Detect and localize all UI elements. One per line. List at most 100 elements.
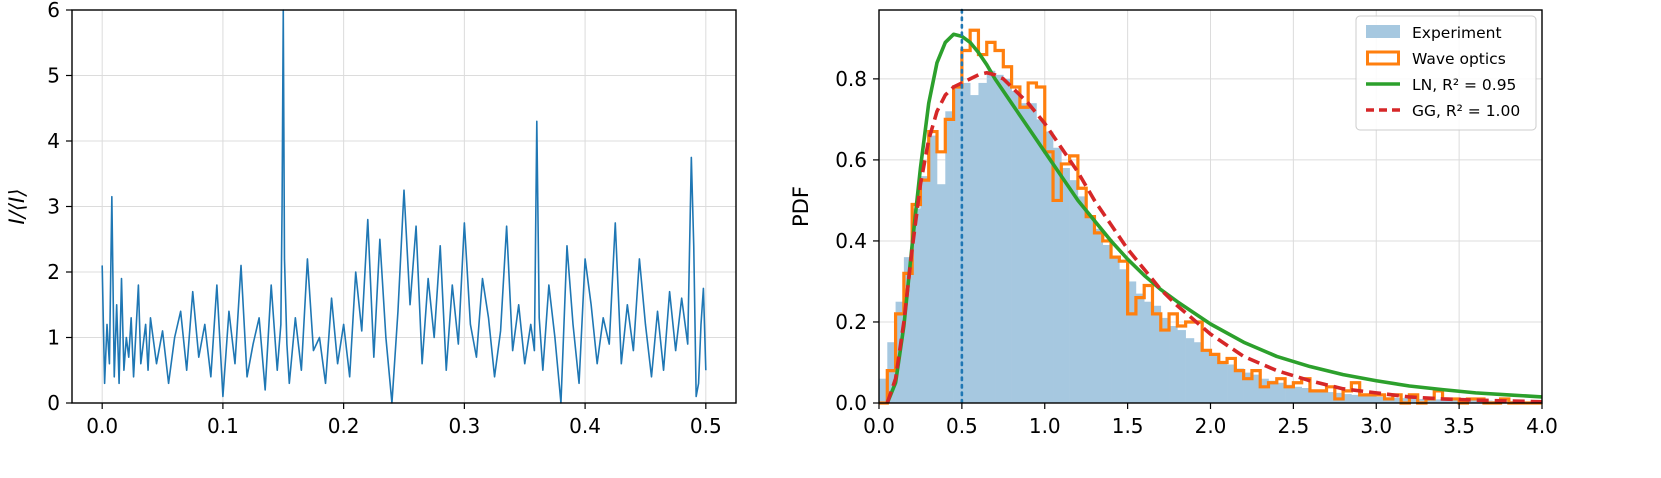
experiment-histogram-bar: [1309, 389, 1319, 403]
legend-label: LN, R² = 0.95: [1412, 76, 1516, 94]
left-y-tick-label: 1: [47, 326, 60, 350]
right-x-tick-label: 2.0: [1195, 414, 1227, 438]
experiment-histogram-bar: [1019, 103, 1029, 403]
experiment-histogram-bar: [1003, 78, 1012, 404]
legend-label: Wave optics: [1412, 50, 1506, 68]
right-x-tick-label: 0.0: [863, 414, 895, 438]
experiment-histogram-bar: [1185, 338, 1195, 403]
experiment-histogram-bar: [1202, 350, 1211, 403]
right-x-tick-label: 0.5: [946, 414, 978, 438]
experiment-histogram-bar: [961, 82, 971, 404]
experiment-histogram-bar: [1235, 368, 1244, 403]
experiment-histogram-bar: [1036, 119, 1046, 403]
experiment-histogram-bar: [978, 82, 988, 404]
experiment-histogram-bar: [1077, 196, 1087, 403]
left-y-tick-label: 0: [47, 391, 60, 415]
intensity-series-line: [101, 9, 707, 404]
experiment-histogram-bar: [995, 74, 1004, 404]
legend: Experiment Wave optics LN, R² = 0.95 GG, R²…: [1355, 15, 1537, 131]
right-y-tick-label: 0.6: [835, 148, 867, 172]
left-y-tick-label: 3: [47, 195, 60, 219]
experiment-histogram-bar: [970, 95, 979, 404]
experiment-histogram-bar: [953, 86, 963, 404]
experiment-histogram-bar: [1293, 386, 1302, 403]
experiment-histogram-bar: [1227, 364, 1236, 403]
experiment-histogram-bar: [1285, 384, 1294, 403]
left-x-tick-label: 0.2: [328, 414, 360, 438]
experiment-histogram-bar: [1359, 395, 1369, 403]
experiment-histogram-bar: [1086, 216, 1095, 403]
experiment-histogram-bar: [1318, 390, 1327, 403]
gg-fit-curve: [885, 71, 1543, 404]
experiment-histogram-bar: [1442, 399, 1452, 403]
experiment-histogram-bar: [1218, 362, 1228, 403]
right-y-tick-label: 0.0: [835, 391, 867, 415]
legend-label: Experiment: [1412, 24, 1502, 42]
time-series-panel: 0.0 0.1 0.2 0.3 0.4 0.5 0 1 2 3 4 5 6 I/⟨I⟩: [5, 0, 737, 438]
legend-wave-optics-swatch: [1366, 50, 1400, 66]
right-x-tick-label: 1.0: [1029, 414, 1061, 438]
wave-optics-step-line: [879, 28, 1542, 405]
right-x-tick-label: 3.0: [1360, 414, 1392, 438]
experiment-histogram-bar: [1243, 372, 1253, 403]
experiment-histogram-bar: [1467, 400, 1476, 403]
experiment-histogram-bar: [1276, 382, 1286, 403]
experiment-histogram-bar: [1401, 398, 1410, 403]
experiment-histogram-bar: [1135, 293, 1145, 403]
experiment-histogram-bar: [945, 111, 954, 403]
experiment-histogram-bar: [928, 135, 938, 403]
right-ticks: 0.0 0.5 1.0 1.5 2.0 2.5 3.0 3.5 4.0 0.0 0.2 0.4 0.6 0…: [835, 67, 1558, 438]
experiment-histogram-bar: [1028, 103, 1037, 403]
experiment-histogram-bar: [1061, 168, 1070, 403]
right-y-axis-label: PDF: [789, 186, 813, 227]
right-y-tick-label: 0.2: [835, 310, 867, 334]
experiment-histogram-bar: [1094, 228, 1104, 403]
experiment-histogram-bar: [903, 257, 913, 403]
experiment-histogram-bar: [1450, 399, 1460, 403]
right-x-tick-label: 3.5: [1443, 414, 1475, 438]
experiment-histogram-bar: [1268, 380, 1278, 403]
left-y-tick-label: 6: [47, 0, 60, 22]
legend-experiment-swatch: [1366, 25, 1400, 38]
left-y-tick-label: 2: [47, 260, 60, 284]
right-x-tick-label: 4.0: [1526, 414, 1558, 438]
legend-label: GG, R² = 1.00: [1412, 102, 1520, 120]
experiment-histogram-bar: [1367, 396, 1377, 403]
experiment-histogram-bar: [937, 184, 946, 403]
left-y-tick-label: 4: [47, 129, 60, 153]
experiment-histogram-bar: [912, 208, 921, 403]
experiment-histogram-bar: [920, 176, 930, 403]
experiment-histogram-bar: [1177, 330, 1186, 403]
experiment-histogram-bar: [1351, 394, 1360, 403]
experiment-histogram-bar: [1011, 91, 1021, 403]
experiment-histogram-bar: [1127, 281, 1137, 403]
legend-box: [1355, 15, 1537, 131]
experiment-histogram-bar: [1044, 131, 1054, 403]
right-x-tick-label: 2.5: [1277, 414, 1309, 438]
experiment-histogram-bar: [1144, 301, 1153, 403]
experiment-histogram-bar: [1152, 305, 1162, 403]
experiment-histogram-bar: [1169, 326, 1178, 403]
left-x-tick-label: 0.5: [690, 414, 722, 438]
experiment-histogram-bar: [1102, 244, 1112, 403]
left-y-tick-label: 5: [47, 64, 60, 88]
right-x-tick-label: 1.5: [1112, 414, 1144, 438]
experiment-histogram-bar: [1417, 398, 1427, 403]
experiment-histogram-bar: [879, 378, 888, 403]
experiment-histogram-bar: [1260, 378, 1269, 403]
right-y-tick-label: 0.4: [835, 229, 867, 253]
experiment-histogram-bar: [1326, 392, 1336, 403]
experiment-histogram-bar: [1425, 399, 1435, 403]
left-ticks: 0.0 0.1 0.2 0.3 0.4 0.5 0 1 2 3 4 5 6: [47, 0, 721, 438]
experiment-histogram-bar: [1069, 180, 1079, 403]
experiment-histogram-bar: [887, 342, 896, 403]
experiment-histogram-bar: [1251, 374, 1261, 403]
left-x-tick-label: 0.3: [448, 414, 480, 438]
left-x-tick-label: 0.1: [207, 414, 239, 438]
experiment-histogram-bar: [1434, 399, 1443, 403]
experiment-histogram-bar: [1210, 354, 1220, 403]
right-y-tick-label: 0.8: [835, 67, 867, 91]
experiment-histogram-bar: [1343, 394, 1352, 403]
experiment-histogram-bar: [986, 70, 996, 403]
